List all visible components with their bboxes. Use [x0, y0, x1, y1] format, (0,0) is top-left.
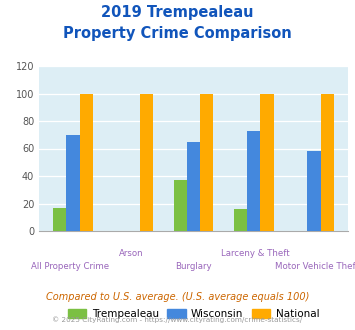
Legend: Trempealeau, Wisconsin, National: Trempealeau, Wisconsin, National — [68, 309, 319, 319]
Text: Property Crime Comparison: Property Crime Comparison — [63, 26, 292, 41]
Bar — [321, 93, 334, 231]
Bar — [174, 180, 187, 231]
Text: Arson: Arson — [119, 249, 144, 258]
Bar — [307, 151, 321, 231]
Text: 2019 Trempealeau: 2019 Trempealeau — [101, 5, 254, 20]
Text: Compared to U.S. average. (U.S. average equals 100): Compared to U.S. average. (U.S. average … — [46, 292, 309, 302]
Bar — [66, 135, 80, 231]
Text: All Property Crime: All Property Crime — [31, 262, 109, 271]
Text: Burglary: Burglary — [175, 262, 212, 271]
Bar — [234, 209, 247, 231]
Bar — [200, 93, 213, 231]
Bar — [53, 208, 66, 231]
Bar — [140, 93, 153, 231]
Bar — [247, 131, 260, 231]
Text: © 2025 CityRating.com - https://www.cityrating.com/crime-statistics/: © 2025 CityRating.com - https://www.city… — [53, 317, 302, 323]
Text: Motor Vehicle Theft: Motor Vehicle Theft — [275, 262, 355, 271]
Bar — [187, 142, 200, 231]
Bar — [80, 93, 93, 231]
Text: Larceny & Theft: Larceny & Theft — [221, 249, 290, 258]
Bar — [260, 93, 274, 231]
